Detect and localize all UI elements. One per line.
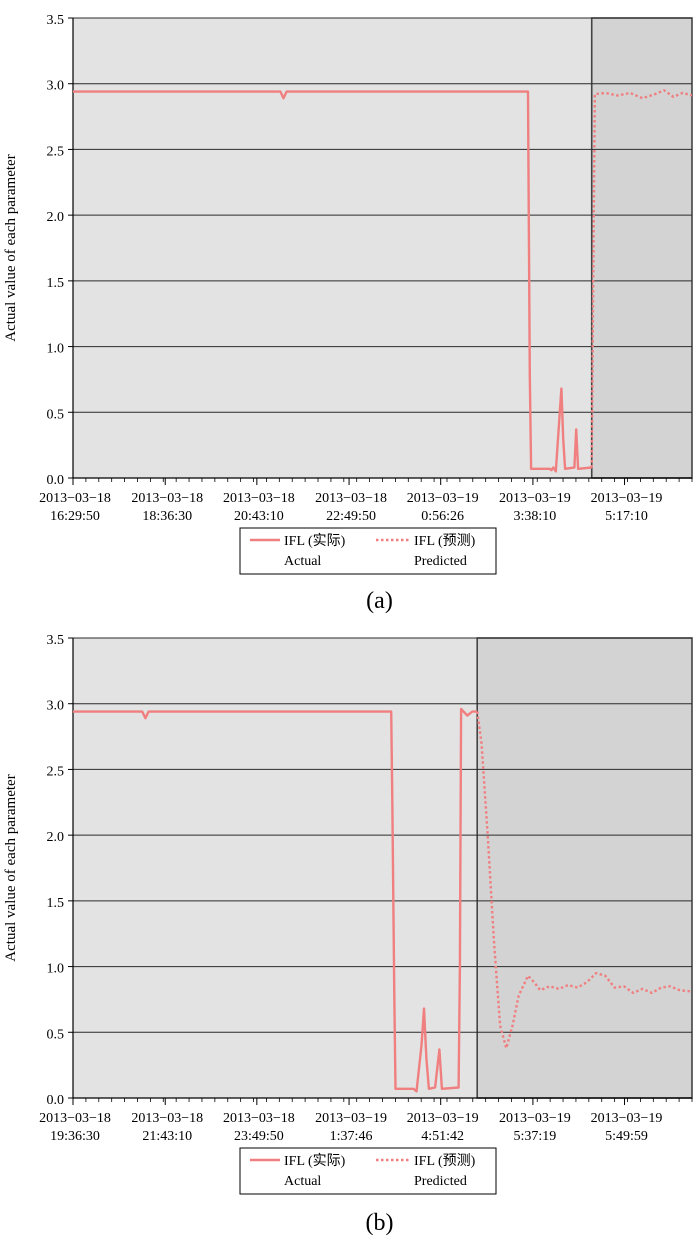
legend-sublabel-actual: Actual (284, 554, 321, 569)
x-tick-label-date: 2013−03−19 (407, 1111, 479, 1126)
legend: IFL (实际) Actual IFL (预测) Predicted (239, 527, 497, 575)
x-tick-label-date: 2013−03−18 (315, 491, 387, 506)
x-tick-label-date: 2013−03−18 (39, 1111, 111, 1126)
x-tick-label-time: 20:43:10 (234, 509, 284, 524)
y-tick-label: 1.0 (47, 342, 65, 357)
chart-a: 0.0 0.5 1.0 1.5 2.0 2.5 3.0 3.5 2013−03−18 16:29:… (3, 13, 693, 614)
x-tick-label-time: 4:51:42 (421, 1129, 464, 1144)
y-tick-label: 1.5 (47, 276, 65, 291)
x-tick-label-time: 18:36:30 (142, 509, 192, 524)
x-tick-label-date: 2013−03−19 (315, 1111, 387, 1126)
legend-sublabel-actual: Actual (284, 1174, 321, 1189)
x-tick-label-time: 3:38:10 (514, 509, 557, 524)
series-predicted-line (590, 89, 693, 468)
legend-label-actual: IFL (实际) (284, 1153, 346, 1169)
x-tick-label-time: 22:49:50 (326, 509, 376, 524)
x-tick-label-time: 23:49:50 (234, 1129, 284, 1144)
y-tick-label: 2.0 (47, 210, 65, 225)
x-tick-label-date: 2013−03−18 (131, 1111, 203, 1126)
y-tick-label: 1.5 (47, 896, 65, 911)
x-tick-label-time: 5:37:19 (514, 1129, 557, 1144)
x-tick-label-time: 19:36:30 (50, 1129, 100, 1144)
legend: IFL (实际) Actual IFL (预测) Predicted (239, 1147, 497, 1195)
y-tick-label: 2.5 (47, 764, 65, 779)
x-tick-label-time: 16:29:50 (50, 509, 100, 524)
x-tick-label-time: 1:37:46 (330, 1129, 373, 1144)
forecast-region (590, 17, 693, 479)
forecast-region (476, 637, 693, 1099)
x-tick-label-time: 5:49:59 (605, 1129, 648, 1144)
chart-b: 0.0 0.5 1.0 1.5 2.0 2.5 3.0 3.5 2013−03−18 19:36:… (3, 633, 693, 1236)
legend-label-actual: IFL (实际) (284, 533, 346, 549)
x-tick-label-date: 2013−03−19 (407, 491, 479, 506)
y-tick-label: 1.0 (47, 962, 65, 977)
legend-label-predicted: IFL (预测) (414, 1153, 476, 1169)
x-tick-label-date: 2013−03−18 (223, 491, 295, 506)
x-tick-label-date: 2013−03−18 (39, 491, 111, 506)
x-tick-label-time: 5:17:10 (605, 509, 648, 524)
y-tick-label: 3.0 (47, 79, 65, 94)
x-tick-label-time: 21:43:10 (142, 1129, 192, 1144)
y-tick-label: 3.5 (47, 13, 65, 28)
y-tick-label: 0.5 (47, 407, 65, 422)
x-tick-label-time: 0:56:26 (421, 509, 464, 524)
x-tick-label-date: 2013−03−18 (223, 1111, 295, 1126)
y-tick-label: 2.5 (47, 144, 65, 159)
x-tick-label-date: 2013−03−18 (131, 491, 203, 506)
x-tick-label-date: 2013−03−19 (499, 491, 571, 506)
legend-sublabel-predicted: Predicted (414, 554, 467, 569)
series-actual-line (73, 707, 478, 1093)
panel-caption: (b) (366, 1210, 394, 1236)
legend-label-predicted: IFL (预测) (414, 533, 476, 549)
y-axis-label: Actual value of each parameter (3, 154, 19, 341)
legend-box (239, 527, 497, 575)
x-tick-label-date: 2013−03−19 (499, 1111, 571, 1126)
y-tick-label: 0.0 (47, 1093, 65, 1108)
legend-sublabel-predicted: Predicted (414, 1174, 467, 1189)
panel-caption: (a) (366, 588, 393, 614)
plot-area (73, 18, 692, 478)
y-tick-label: 3.5 (47, 633, 65, 648)
y-axis-label: Actual value of each parameter (3, 774, 19, 961)
x-tick-label-date: 2013−03−19 (591, 1111, 663, 1126)
legend-box (239, 1147, 497, 1195)
x-tick-label-date: 2013−03−19 (591, 491, 663, 506)
y-tick-label: 0.5 (47, 1027, 65, 1042)
y-tick-label: 3.0 (47, 699, 65, 714)
y-tick-label: 2.0 (47, 830, 65, 845)
y-tick-label: 0.0 (47, 473, 65, 488)
series-actual-line (73, 90, 592, 473)
